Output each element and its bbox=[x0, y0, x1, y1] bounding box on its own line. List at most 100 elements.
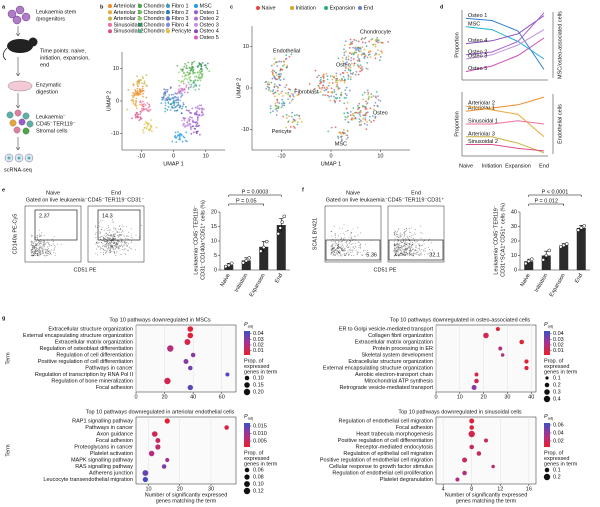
cell-point bbox=[131, 94, 134, 97]
event-dot bbox=[112, 246, 114, 248]
cell-point bbox=[361, 41, 364, 44]
stromal-cell bbox=[9, 119, 17, 127]
cell-point bbox=[187, 109, 190, 112]
x-tick-label: 10 bbox=[457, 394, 463, 400]
cell-point bbox=[198, 88, 200, 91]
event-dot bbox=[48, 243, 49, 245]
legend-swatch bbox=[138, 4, 142, 8]
event-dot bbox=[41, 253, 43, 255]
cell-point bbox=[198, 107, 201, 110]
stromal-cell bbox=[22, 112, 30, 120]
padj-subscript: adj bbox=[548, 324, 553, 329]
event-dot bbox=[409, 247, 411, 249]
x-tick-label: 40 bbox=[528, 394, 534, 400]
event-dot bbox=[129, 247, 131, 248]
cell-point bbox=[136, 87, 139, 90]
event-dot bbox=[350, 249, 352, 251]
cell-point bbox=[357, 106, 360, 109]
event-dot bbox=[112, 250, 114, 252]
cell-point bbox=[145, 84, 147, 87]
event-dot bbox=[336, 244, 338, 246]
y-tick-label: 0 bbox=[246, 85, 249, 91]
event-dot bbox=[43, 235, 45, 236]
event-dot bbox=[420, 252, 422, 254]
event-dot bbox=[400, 255, 402, 256]
cell-point bbox=[346, 61, 348, 64]
cell-point bbox=[325, 88, 328, 91]
cell-point bbox=[287, 120, 290, 123]
event-dot bbox=[349, 242, 351, 244]
event-dot bbox=[46, 255, 48, 257]
event-dot bbox=[342, 249, 344, 251]
event-dot bbox=[107, 238, 109, 240]
event-dot bbox=[105, 252, 107, 254]
event-dot bbox=[397, 249, 399, 251]
event-dot bbox=[35, 252, 36, 254]
event-dot bbox=[46, 251, 48, 253]
event-dot bbox=[49, 251, 51, 253]
event-dot bbox=[106, 233, 108, 235]
cell-point bbox=[177, 96, 180, 99]
flow-x-label: CD51 PE bbox=[374, 267, 397, 273]
cell-point bbox=[340, 132, 343, 135]
panel-letter: c bbox=[230, 4, 233, 10]
cell-point bbox=[366, 102, 369, 104]
size-legend-title: genes in term bbox=[244, 461, 278, 467]
event-dot bbox=[345, 252, 347, 254]
cell-point bbox=[181, 119, 183, 122]
legend-label: Sinusoidal 1 bbox=[114, 22, 144, 28]
significance-bracket bbox=[228, 203, 264, 206]
gate bbox=[388, 239, 444, 261]
x-axis-label: Number of significantly expressed bbox=[145, 492, 228, 498]
event-dot bbox=[404, 252, 405, 254]
event-dot bbox=[352, 247, 354, 249]
cell-point bbox=[357, 112, 359, 114]
cell-point bbox=[366, 61, 369, 64]
event-dot bbox=[348, 246, 350, 248]
event-dot bbox=[40, 241, 42, 243]
dish bbox=[7, 80, 33, 92]
cell-point bbox=[357, 40, 360, 43]
cell-point bbox=[183, 88, 185, 91]
event-dot bbox=[40, 247, 42, 249]
legend-label: Osteo 2 bbox=[200, 16, 219, 22]
event-dot bbox=[40, 234, 42, 236]
cell-point bbox=[136, 80, 139, 83]
term-dot bbox=[161, 464, 167, 469]
event-dot bbox=[359, 246, 361, 248]
replicate-point bbox=[265, 239, 269, 244]
cell-point bbox=[352, 107, 355, 109]
legend-label: Arteriolar 2 bbox=[114, 10, 141, 16]
cell-point bbox=[359, 64, 362, 67]
cell-point bbox=[134, 89, 137, 91]
cell-point bbox=[281, 90, 283, 93]
cell-point bbox=[350, 56, 353, 59]
cell-point bbox=[274, 95, 276, 98]
event-dot bbox=[105, 232, 107, 234]
cell-point bbox=[192, 86, 195, 89]
event-dot bbox=[398, 228, 400, 230]
term-label: Receptor-mediated endocytosis bbox=[356, 444, 434, 450]
event-dot bbox=[46, 248, 48, 250]
event-dot bbox=[44, 255, 46, 257]
cell-point bbox=[334, 126, 337, 129]
cell-point bbox=[363, 56, 366, 58]
event-dot bbox=[38, 254, 40, 256]
legend-label: Chondro 5 bbox=[144, 29, 170, 35]
cell-point bbox=[200, 107, 203, 110]
cell-point bbox=[333, 91, 336, 93]
event-dot bbox=[103, 229, 105, 231]
cell-point bbox=[347, 121, 350, 124]
cell-point bbox=[275, 114, 278, 116]
event-dot bbox=[333, 246, 335, 248]
event-dot bbox=[406, 249, 408, 251]
term-dot bbox=[491, 464, 495, 469]
event-dot bbox=[47, 249, 49, 251]
cell-point bbox=[282, 78, 285, 80]
cell-point bbox=[199, 79, 202, 82]
cell-point bbox=[140, 107, 143, 110]
cell-point bbox=[187, 61, 190, 64]
cell-point bbox=[175, 101, 178, 104]
event-dot bbox=[30, 244, 32, 246]
flow-title: End bbox=[111, 190, 121, 196]
